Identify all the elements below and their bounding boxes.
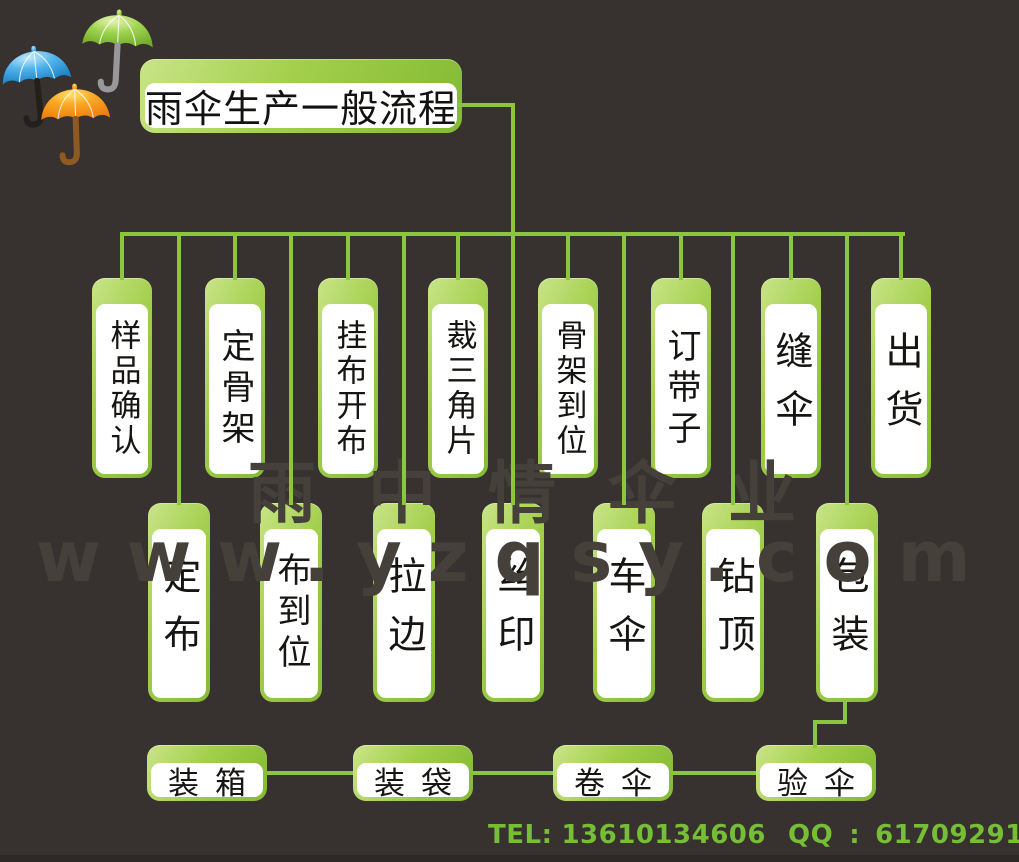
flow-step-label: 钻顶 xyxy=(711,555,755,672)
flow-step-label: 拉边 xyxy=(382,555,426,672)
flow-step-box: 定骨架 xyxy=(205,278,265,478)
connector-bottom xyxy=(267,771,353,775)
flow-step-label: 装箱 xyxy=(168,765,262,802)
flow-step-box: 骨架到位 xyxy=(538,278,598,478)
flow-step-label: 缝伞 xyxy=(769,331,813,447)
connector-drop xyxy=(120,232,124,280)
connector-drop xyxy=(789,232,793,280)
flow-step-label: 丝印 xyxy=(491,555,535,672)
qq-label: QQ xyxy=(787,820,834,850)
contact-info: TEL: 13610134606 QQ:61709291 xyxy=(488,820,1019,850)
flow-step-box: 布到位 xyxy=(260,503,322,702)
flow-step-box: 拉边 xyxy=(373,503,435,702)
connector-drop xyxy=(456,232,460,280)
connector-drop xyxy=(233,232,237,280)
page-title: 雨伞生产一般流程 xyxy=(145,87,458,131)
title-body: 雨伞生产一般流程 xyxy=(145,83,457,131)
connector-long-drop xyxy=(177,232,181,505)
connector-drop xyxy=(566,232,570,280)
connector-title-horizontal xyxy=(458,103,515,107)
flow-step-box: 包装 xyxy=(816,503,878,702)
connector-elbow-v1 xyxy=(843,700,847,724)
flow-step-label: 包装 xyxy=(825,555,869,672)
connector-bottom xyxy=(473,771,553,775)
flow-step-box: 定布 xyxy=(148,503,210,702)
flowchart-title-box: 雨伞生产一般流程 xyxy=(140,59,462,133)
flow-step-box: 订带子 xyxy=(651,278,711,478)
flow-step-label: 验伞 xyxy=(777,765,871,802)
connector-long-drop xyxy=(731,232,735,505)
flow-step-label: 样品确认 xyxy=(104,319,141,459)
orange-umbrella-icon xyxy=(41,83,111,166)
flow-step-label: 车伞 xyxy=(602,555,646,672)
flow-step-box: 验伞 xyxy=(756,745,876,802)
connector-long-drop xyxy=(402,232,406,505)
flow-step-label: 出货 xyxy=(879,331,923,447)
connector-title-vertical xyxy=(511,103,515,505)
connector-long-drop xyxy=(845,232,849,505)
flow-step-box: 装箱 xyxy=(147,745,267,802)
flow-step-box: 缝伞 xyxy=(761,278,821,478)
flow-step-label: 订带子 xyxy=(661,327,701,451)
flow-step-box: 挂布开布 xyxy=(318,278,378,478)
flow-step-box: 出货 xyxy=(871,278,931,478)
flow-step-label: 裁三角片 xyxy=(440,319,477,459)
connector-drop xyxy=(679,232,683,280)
connector-drop xyxy=(346,232,350,280)
connector-long-drop xyxy=(289,232,293,505)
flow-step-label: 布到位 xyxy=(271,552,311,675)
flow-step-box: 丝印 xyxy=(482,503,544,702)
bottom-edge-strip xyxy=(0,855,1019,862)
connector-elbow-h xyxy=(813,720,847,724)
tel-label: TEL: xyxy=(488,820,553,850)
flow-step-box: 钻顶 xyxy=(702,503,764,702)
connector-drop xyxy=(899,232,903,280)
flow-step-label: 卷伞 xyxy=(574,765,668,802)
flow-step-box: 车伞 xyxy=(593,503,655,702)
flow-step-label: 装袋 xyxy=(374,765,468,802)
connector-elbow-v2 xyxy=(813,720,817,748)
qq-number: 61709291 xyxy=(875,820,1019,850)
flow-step-label: 定布 xyxy=(157,555,201,672)
connector-bottom xyxy=(673,771,756,775)
flow-step-label: 骨架到位 xyxy=(550,319,587,459)
green-umbrella-icon xyxy=(82,9,153,93)
flow-step-label: 定骨架 xyxy=(215,327,255,451)
flow-step-box: 装袋 xyxy=(353,745,473,802)
flow-step-box: 裁三角片 xyxy=(428,278,488,478)
blue-umbrella-icon xyxy=(2,45,72,128)
connector-long-drop xyxy=(622,232,626,505)
qq-separator: : xyxy=(849,820,861,850)
flow-step-box: 卷伞 xyxy=(553,745,673,802)
flow-step-label: 挂布开布 xyxy=(330,319,367,459)
tel-number: 13610134606 xyxy=(561,820,766,850)
connector-bus xyxy=(120,232,905,236)
flow-step-box: 样品确认 xyxy=(92,278,152,478)
